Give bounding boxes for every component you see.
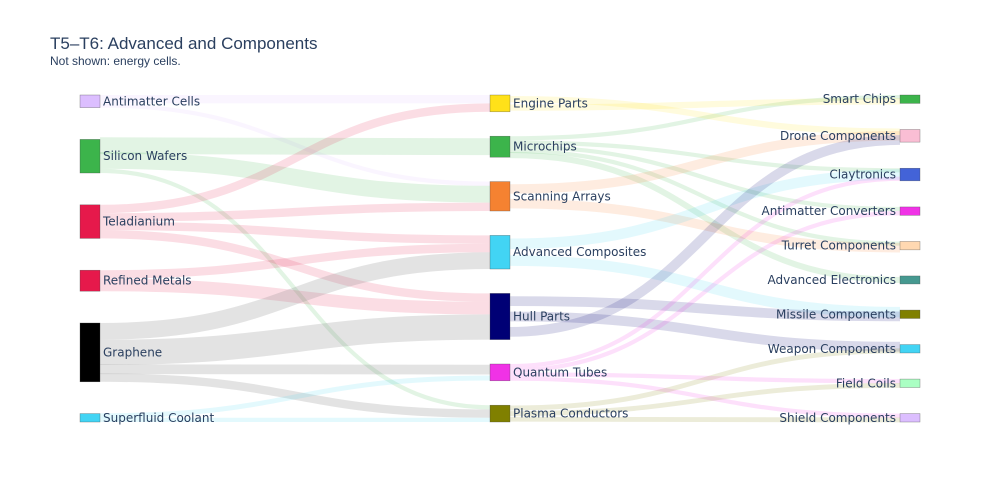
node-label-hull-parts: Hull Parts (513, 310, 570, 324)
link-teladianium-to-advanced-composites (99, 221, 491, 244)
node-label-engine-parts: Engine Parts (513, 96, 588, 110)
node-antimatter-converters (899, 206, 921, 216)
node-label-advanced-electronics: Advanced Electronics (768, 273, 897, 287)
link-quantum-tubes-to-field-coils (509, 372, 901, 384)
node-label-antimatter-cells: Antimatter Cells (103, 94, 200, 108)
link-graphene-to-advanced-composites (99, 252, 491, 340)
link-quantum-tubes-to-shield-components (509, 376, 901, 418)
sankey-nodes: Antimatter Cells Silicon Wafers Teladianiu… (79, 92, 921, 425)
node-label-silicon-wafers: Silicon Wafers (103, 149, 187, 163)
node-label-advanced-composites: Advanced Composites (513, 245, 646, 259)
node-plasma-conductors (489, 404, 511, 423)
node-field-coils (899, 378, 921, 388)
chart-subtitle: Not shown: energy cells. (50, 54, 181, 68)
link-teladianium-to-engine-parts (99, 103, 491, 214)
link-microchips-to-advanced-electronics (509, 152, 901, 284)
node-smart-chips (899, 94, 921, 104)
link-scanning-arrays-to-drone-components (509, 131, 901, 194)
link-quantum-tubes-to-claytronics (509, 176, 901, 369)
node-label-drone-components: Drone Components (780, 129, 896, 143)
link-refined-metals-to-advanced-composites (99, 243, 491, 279)
node-label-microchips: Microchips (513, 140, 577, 154)
node-drone-components (899, 129, 921, 143)
node-engine-parts (489, 94, 511, 113)
node-label-weapon-components: Weapon Components (768, 342, 896, 356)
link-advanced-composites-to-claytronics (509, 169, 901, 250)
link-plasma-conductors-to-field-coils (509, 382, 901, 417)
chart-title: T5–T6: Advanced and Components (50, 34, 318, 53)
node-label-refined-metals: Refined Metals (103, 274, 192, 288)
link-engine-parts-to-drone-components (509, 96, 901, 135)
node-label-turret-components: Turret Components (781, 239, 896, 253)
node-label-quantum-tubes: Quantum Tubes (513, 365, 607, 379)
link-silicon-wafers-to-plasma-conductors (99, 168, 491, 410)
link-refined-metals-to-hull-parts (99, 278, 491, 315)
link-hull-parts-to-drone-components (509, 135, 901, 337)
node-label-plasma-conductors: Plasma Conductors (513, 407, 628, 421)
link-silicon-wafers-to-scanning-arrays (99, 152, 491, 203)
link-graphene-to-plasma-conductors (99, 373, 491, 418)
link-hull-parts-to-weapon-components (509, 311, 901, 352)
link-teladianium-to-scanning-arrays (99, 202, 491, 222)
link-superfluid-coolant-to-quantum-tubes (99, 375, 491, 419)
link-microchips-to-smart-chips (509, 95, 901, 141)
link-engine-parts-to-smart-chips (509, 98, 901, 111)
node-claytronics (899, 167, 921, 182)
node-silicon-wafers (79, 139, 101, 174)
node-label-antimatter-converters: Antimatter Converters (762, 204, 896, 218)
node-shield-components (899, 413, 921, 423)
link-silicon-wafers-to-microchips (99, 137, 491, 156)
node-label-field-coils: Field Coils (836, 376, 896, 390)
link-microchips-to-antimatter-converters (509, 144, 901, 212)
node-antimatter-cells (79, 94, 101, 108)
node-label-missile-components: Missile Components (776, 307, 896, 321)
node-advanced-electronics (899, 275, 921, 285)
link-antimatter-cells-to-scanning-arrays (99, 103, 491, 186)
node-refined-metals (79, 269, 101, 292)
node-graphene (79, 322, 101, 383)
node-label-graphene: Graphene (103, 345, 162, 359)
node-label-shield-components: Shield Components (779, 411, 896, 425)
node-hull-parts (489, 293, 511, 340)
node-label-smart-chips: Smart Chips (823, 92, 896, 106)
node-teladianium (79, 204, 101, 239)
link-plasma-conductors-to-weapon-components (509, 348, 901, 411)
link-microchips-to-turret-components (509, 148, 901, 246)
node-microchips (489, 135, 511, 158)
node-label-superfluid-coolant: Superfluid Coolant (103, 411, 214, 425)
node-advanced-composites (489, 235, 511, 270)
node-missile-components (899, 309, 921, 319)
link-microchips-to-claytronics (509, 140, 901, 173)
link-scanning-arrays-to-turret-components (509, 198, 901, 253)
link-graphene-to-hull-parts (99, 314, 491, 365)
node-superfluid-coolant (79, 413, 101, 423)
node-turret-components (899, 241, 921, 251)
node-weapon-components (899, 344, 921, 354)
link-hull-parts-to-missile-components (509, 296, 901, 322)
link-teladianium-to-hull-parts (99, 230, 491, 302)
node-label-teladianium: Teladianium (102, 215, 175, 229)
link-plasma-conductors-to-shield-components (509, 416, 901, 423)
link-advanced-composites-to-missile-components (509, 255, 901, 318)
sankey-links (99, 94, 901, 423)
link-quantum-tubes-to-antimatter-converters (509, 211, 901, 373)
node-label-scanning-arrays: Scanning Arrays (513, 189, 611, 203)
node-scanning-arrays (489, 181, 511, 212)
node-label-claytronics: Claytronics (829, 168, 896, 182)
node-quantum-tubes (489, 363, 511, 382)
